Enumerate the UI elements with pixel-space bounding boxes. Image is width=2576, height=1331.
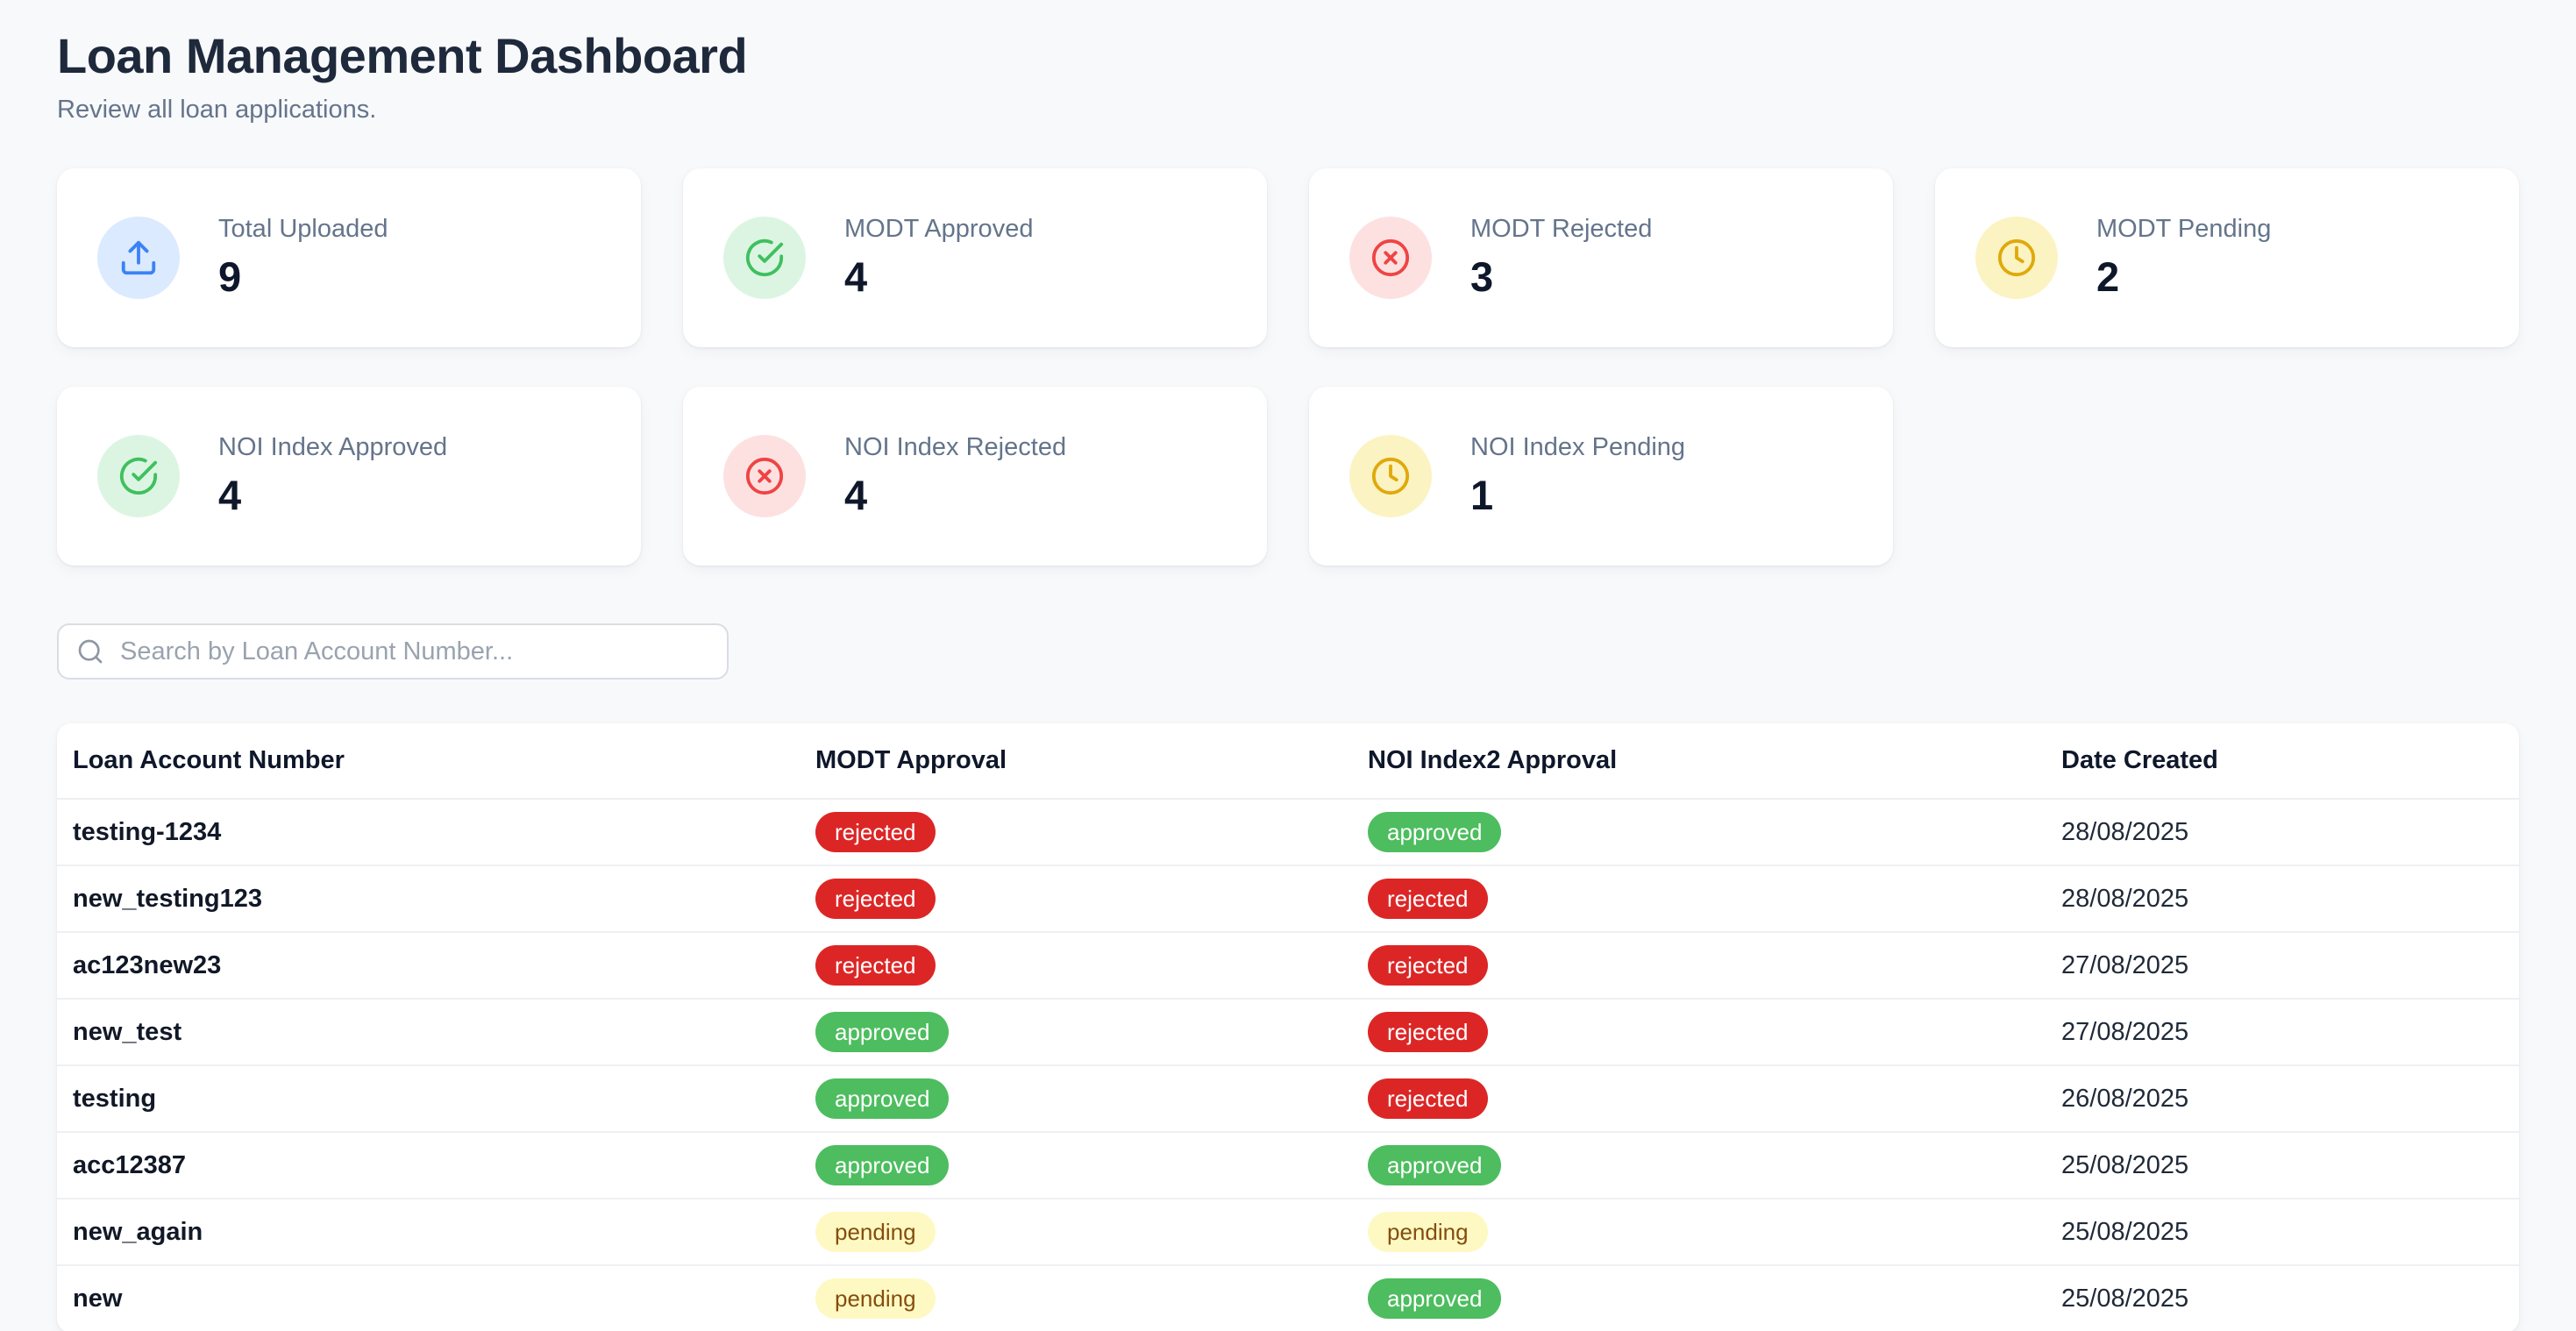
modt-approval-cell: rejected: [800, 865, 1352, 934]
status-badge: pending: [1368, 1212, 1488, 1253]
x-circle-icon: [1349, 217, 1432, 300]
date-created-cell: 25/08/2025: [2046, 1132, 2519, 1200]
status-badge: rejected: [815, 945, 936, 986]
check-circle-icon: [723, 217, 806, 300]
stat-label: MODT Pending: [2096, 215, 2272, 244]
table-header-row: Loan Account Number MODT Approval NOI In…: [57, 723, 2519, 801]
stat-value: 4: [844, 472, 868, 519]
modt-approval-cell: approved: [800, 1132, 1352, 1200]
noi-approval-cell: rejected: [1352, 865, 2046, 934]
stat-card-noi-rejected: NOI Index Rejected 4: [683, 387, 1267, 566]
table-row[interactable]: testing-1234 rejected approved 28/08/202…: [57, 799, 2519, 867]
column-header-loan-account-number: Loan Account Number: [57, 723, 800, 801]
column-header-modt-approval: MODT Approval: [800, 723, 1352, 801]
table-row[interactable]: new_again pending pending 25/08/2025: [57, 1199, 2519, 1267]
page-title: Loan Management Dashboard: [57, 28, 748, 83]
stat-value: 4: [218, 472, 242, 519]
table-row[interactable]: new_testing123 rejected rejected 28/08/2…: [57, 865, 2519, 934]
search-icon: [78, 639, 103, 664]
modt-approval-cell: approved: [800, 1065, 1352, 1134]
modt-approval-cell: pending: [800, 1265, 1352, 1331]
status-badge: approved: [815, 1145, 950, 1186]
status-badge: approved: [1368, 1145, 1502, 1186]
noi-approval-cell: pending: [1352, 1199, 2046, 1267]
stat-label: NOI Index Rejected: [844, 433, 1067, 462]
stat-card-modt-approved: MODT Approved 4: [683, 168, 1267, 348]
table-row[interactable]: testing approved rejected 26/08/2025: [57, 1065, 2519, 1134]
loan-account-cell: acc12387: [57, 1132, 800, 1200]
table-row[interactable]: new_test approved rejected 27/08/2025: [57, 999, 2519, 1067]
modt-approval-cell: pending: [800, 1199, 1352, 1267]
modt-approval-cell: rejected: [800, 799, 1352, 867]
status-badge: rejected: [815, 879, 936, 920]
stat-label: NOI Index Approved: [218, 433, 448, 462]
column-header-date-created: Date Created: [2046, 723, 2519, 801]
loan-account-cell: ac123new23: [57, 932, 800, 1000]
stat-card-modt-pending: MODT Pending 2: [1935, 168, 2519, 348]
stat-card-total-uploaded: Total Uploaded 9: [57, 168, 641, 348]
stat-value: 4: [844, 253, 868, 301]
page-subtitle: Review all loan applications.: [57, 96, 377, 125]
table-row[interactable]: acc12387 approved approved 25/08/2025: [57, 1132, 2519, 1200]
stat-label: Total Uploaded: [218, 215, 388, 244]
date-created-cell: 28/08/2025: [2046, 799, 2519, 867]
check-circle-icon: [97, 435, 180, 518]
loan-account-cell: testing: [57, 1065, 800, 1134]
noi-approval-cell: rejected: [1352, 1065, 2046, 1134]
status-badge: approved: [1368, 1278, 1502, 1320]
loan-account-cell: new: [57, 1265, 800, 1331]
loan-account-cell: new_testing123: [57, 865, 800, 934]
stats-row-1: Total Uploaded 9 MODT Approved 4 MODT Re…: [57, 168, 2519, 348]
stat-value: 1: [1470, 472, 1494, 519]
modt-approval-cell: rejected: [800, 932, 1352, 1000]
clock-icon: [1349, 435, 1432, 518]
modt-approval-cell: approved: [800, 999, 1352, 1067]
stat-label: MODT Rejected: [1470, 215, 1653, 244]
stat-label: MODT Approved: [844, 215, 1034, 244]
status-badge: approved: [815, 1078, 950, 1120]
status-badge: approved: [815, 1012, 950, 1053]
date-created-cell: 26/08/2025: [2046, 1065, 2519, 1134]
upload-icon: [97, 217, 180, 300]
date-created-cell: 28/08/2025: [2046, 865, 2519, 934]
status-badge: rejected: [815, 812, 936, 853]
noi-approval-cell: rejected: [1352, 999, 2046, 1067]
stat-value: 3: [1470, 253, 1494, 301]
noi-approval-cell: approved: [1352, 799, 2046, 867]
x-circle-icon: [723, 435, 806, 518]
clock-icon: [1975, 217, 2058, 300]
search-input[interactable]: [118, 636, 709, 667]
stat-card-noi-approved: NOI Index Approved 4: [57, 387, 641, 566]
column-header-noi-index2-approval: NOI Index2 Approval: [1352, 723, 2046, 801]
loan-account-cell: testing-1234: [57, 799, 800, 867]
status-badge: pending: [815, 1212, 936, 1253]
noi-approval-cell: rejected: [1352, 932, 2046, 1000]
noi-approval-cell: approved: [1352, 1132, 2046, 1200]
stat-value: 9: [218, 253, 242, 301]
status-badge: rejected: [1368, 1078, 1488, 1120]
date-created-cell: 27/08/2025: [2046, 932, 2519, 1000]
loan-account-cell: new_again: [57, 1199, 800, 1267]
stat-card-modt-rejected: MODT Rejected 3: [1309, 168, 1893, 348]
table-row[interactable]: new pending approved 25/08/2025: [57, 1265, 2519, 1331]
status-badge: rejected: [1368, 1012, 1488, 1053]
loan-applications-table: Loan Account Number MODT Approval NOI In…: [57, 723, 2519, 1331]
status-badge: rejected: [1368, 879, 1488, 920]
stat-card-noi-pending: NOI Index Pending 1: [1309, 387, 1893, 566]
loan-account-cell: new_test: [57, 999, 800, 1067]
date-created-cell: 25/08/2025: [2046, 1265, 2519, 1331]
stats-row-2: NOI Index Approved 4 NOI Index Rejected …: [57, 387, 2519, 566]
status-badge: approved: [1368, 812, 1502, 853]
date-created-cell: 27/08/2025: [2046, 999, 2519, 1067]
table-row[interactable]: ac123new23 rejected rejected 27/08/2025: [57, 932, 2519, 1000]
date-created-cell: 25/08/2025: [2046, 1199, 2519, 1267]
search-box[interactable]: [57, 623, 729, 680]
stat-label: NOI Index Pending: [1470, 433, 1686, 462]
stat-value: 2: [2096, 253, 2120, 301]
status-badge: rejected: [1368, 945, 1488, 986]
noi-approval-cell: approved: [1352, 1265, 2046, 1331]
status-badge: pending: [815, 1278, 936, 1320]
